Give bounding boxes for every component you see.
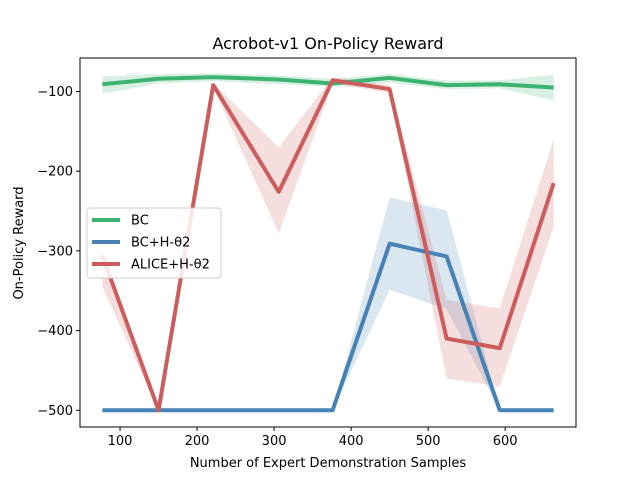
y-tick-label: −100 — [37, 85, 73, 100]
x-tick-label: 500 — [416, 434, 441, 449]
alice-h-2-band — [102, 77, 554, 411]
y-tick-label: −400 — [37, 324, 73, 339]
x-tick-label: 400 — [339, 434, 364, 449]
bc-h-2-legend-label: BC+H-θ2 — [131, 236, 190, 251]
y-axis-ticks: −500 −400 −300 −200 −100 — [37, 85, 80, 419]
x-tick-label: 200 — [185, 434, 210, 449]
alice-h-2-line — [100, 78, 556, 413]
bc-h-2-line — [102, 241, 554, 413]
legend-box — [86, 207, 222, 279]
chart-title: Acrobot-v1 On-Policy Reward — [213, 34, 444, 53]
bc-band — [102, 73, 554, 101]
x-axis-label: Number of Expert Demonstration Samples — [190, 456, 467, 471]
plot-frame — [79, 57, 577, 428]
y-axis-label: On-Policy Reward — [12, 186, 27, 299]
alice-h-2-legend-label: ALICE+H-θ2 — [131, 258, 210, 273]
legend: BC BC+H-θ2 ALICE+H-θ2 — [86, 207, 222, 279]
y-tick-label: −200 — [37, 165, 73, 180]
x-axis-ticks: 100 200 300 400 500 600 — [108, 427, 518, 449]
bc-legend-label: BC — [131, 214, 149, 229]
y-tick-label: −500 — [37, 404, 73, 419]
x-tick-label: 100 — [108, 434, 133, 449]
confidence-bands — [102, 73, 554, 411]
y-tick-label: −300 — [37, 244, 73, 259]
x-tick-label: 300 — [262, 434, 287, 449]
series-lines — [100, 75, 556, 413]
bc-h-2-band — [102, 197, 554, 411]
x-tick-label: 600 — [493, 434, 518, 449]
